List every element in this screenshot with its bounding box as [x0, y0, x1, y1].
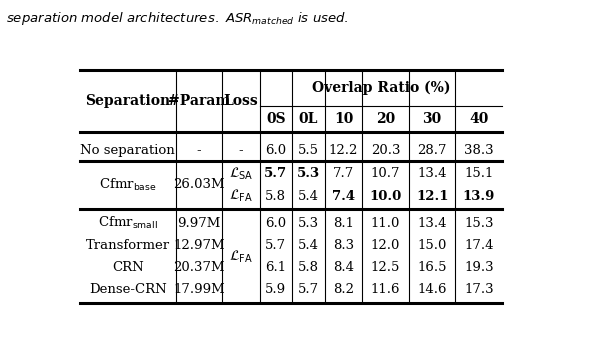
Text: 10: 10 — [334, 111, 353, 126]
Text: CRN: CRN — [112, 261, 144, 274]
Text: 8.2: 8.2 — [333, 283, 354, 296]
Text: 0L: 0L — [299, 111, 318, 126]
Text: 13.4: 13.4 — [417, 217, 447, 230]
Text: 6.0: 6.0 — [265, 217, 287, 230]
Text: 5.5: 5.5 — [298, 144, 319, 157]
Text: 17.4: 17.4 — [464, 239, 494, 252]
Text: 38.3: 38.3 — [464, 144, 494, 157]
Text: 8.3: 8.3 — [333, 239, 354, 252]
Text: 12.2: 12.2 — [329, 144, 358, 157]
Text: 11.0: 11.0 — [371, 217, 400, 230]
Text: 5.7: 5.7 — [264, 167, 287, 180]
Text: 30: 30 — [423, 111, 442, 126]
Text: 7.4: 7.4 — [332, 190, 355, 203]
Text: 5.8: 5.8 — [265, 190, 287, 203]
Text: 12.1: 12.1 — [416, 190, 448, 203]
Text: 20.37M: 20.37M — [173, 261, 225, 274]
Text: Overlap Ratio (%): Overlap Ratio (%) — [312, 80, 450, 95]
Text: 8.4: 8.4 — [333, 261, 354, 274]
Text: 20.3: 20.3 — [371, 144, 400, 157]
Text: No separation: No separation — [80, 144, 175, 157]
Text: 12.97M: 12.97M — [173, 239, 225, 252]
Text: 0S: 0S — [266, 111, 286, 126]
Text: 8.1: 8.1 — [333, 217, 354, 230]
Text: 11.6: 11.6 — [371, 283, 400, 296]
Text: $\mathcal{L}_{\rm FA}$: $\mathcal{L}_{\rm FA}$ — [229, 248, 253, 264]
Text: 17.3: 17.3 — [464, 283, 494, 296]
Text: Transformer: Transformer — [85, 239, 170, 252]
Text: 5.9: 5.9 — [265, 283, 287, 296]
Text: 16.5: 16.5 — [417, 261, 447, 274]
Text: 5.8: 5.8 — [298, 261, 319, 274]
Text: $\it{separation\ model\ architectures.}$ $\it{ASR_{matched}}$ $\it{is\ used.}$: $\it{separation\ model\ architectures.}$… — [6, 10, 349, 27]
Text: 5.3: 5.3 — [298, 217, 319, 230]
Text: $\mathcal{L}_{\rm FA}$: $\mathcal{L}_{\rm FA}$ — [229, 188, 253, 204]
Text: 7.7: 7.7 — [333, 167, 354, 180]
Text: 9.97M: 9.97M — [177, 217, 220, 230]
Text: Loss: Loss — [223, 94, 258, 108]
Text: 5.4: 5.4 — [298, 190, 319, 203]
Text: 12.0: 12.0 — [371, 239, 400, 252]
Text: 26.03M: 26.03M — [173, 179, 225, 191]
Text: 15.3: 15.3 — [464, 217, 494, 230]
Text: 15.1: 15.1 — [464, 167, 494, 180]
Text: -: - — [197, 144, 201, 157]
Text: 6.0: 6.0 — [265, 144, 287, 157]
Text: 12.5: 12.5 — [371, 261, 400, 274]
Text: Cfmr$_{\rm base}$: Cfmr$_{\rm base}$ — [99, 177, 157, 193]
Text: 10.7: 10.7 — [371, 167, 400, 180]
Text: 14.6: 14.6 — [417, 283, 447, 296]
Text: #Param: #Param — [168, 94, 230, 108]
Text: 5.4: 5.4 — [298, 239, 319, 252]
Text: 6.1: 6.1 — [265, 261, 287, 274]
Text: Dense-CRN: Dense-CRN — [89, 283, 167, 296]
Text: $\mathcal{L}_{\rm SA}$: $\mathcal{L}_{\rm SA}$ — [229, 165, 253, 182]
Text: Separation: Separation — [85, 94, 170, 108]
Text: 5.7: 5.7 — [298, 283, 319, 296]
Text: 5.3: 5.3 — [297, 167, 320, 180]
Text: Cfmr$_{\rm small}$: Cfmr$_{\rm small}$ — [98, 215, 158, 231]
Text: 5.7: 5.7 — [265, 239, 287, 252]
Text: 13.9: 13.9 — [462, 190, 495, 203]
Text: -: - — [238, 144, 243, 157]
Text: 19.3: 19.3 — [464, 261, 494, 274]
Text: 10.0: 10.0 — [370, 190, 402, 203]
Text: 40: 40 — [469, 111, 488, 126]
Text: 17.99M: 17.99M — [173, 283, 225, 296]
Text: 28.7: 28.7 — [417, 144, 447, 157]
Text: 15.0: 15.0 — [417, 239, 447, 252]
Text: 13.4: 13.4 — [417, 167, 447, 180]
Text: 20: 20 — [376, 111, 395, 126]
